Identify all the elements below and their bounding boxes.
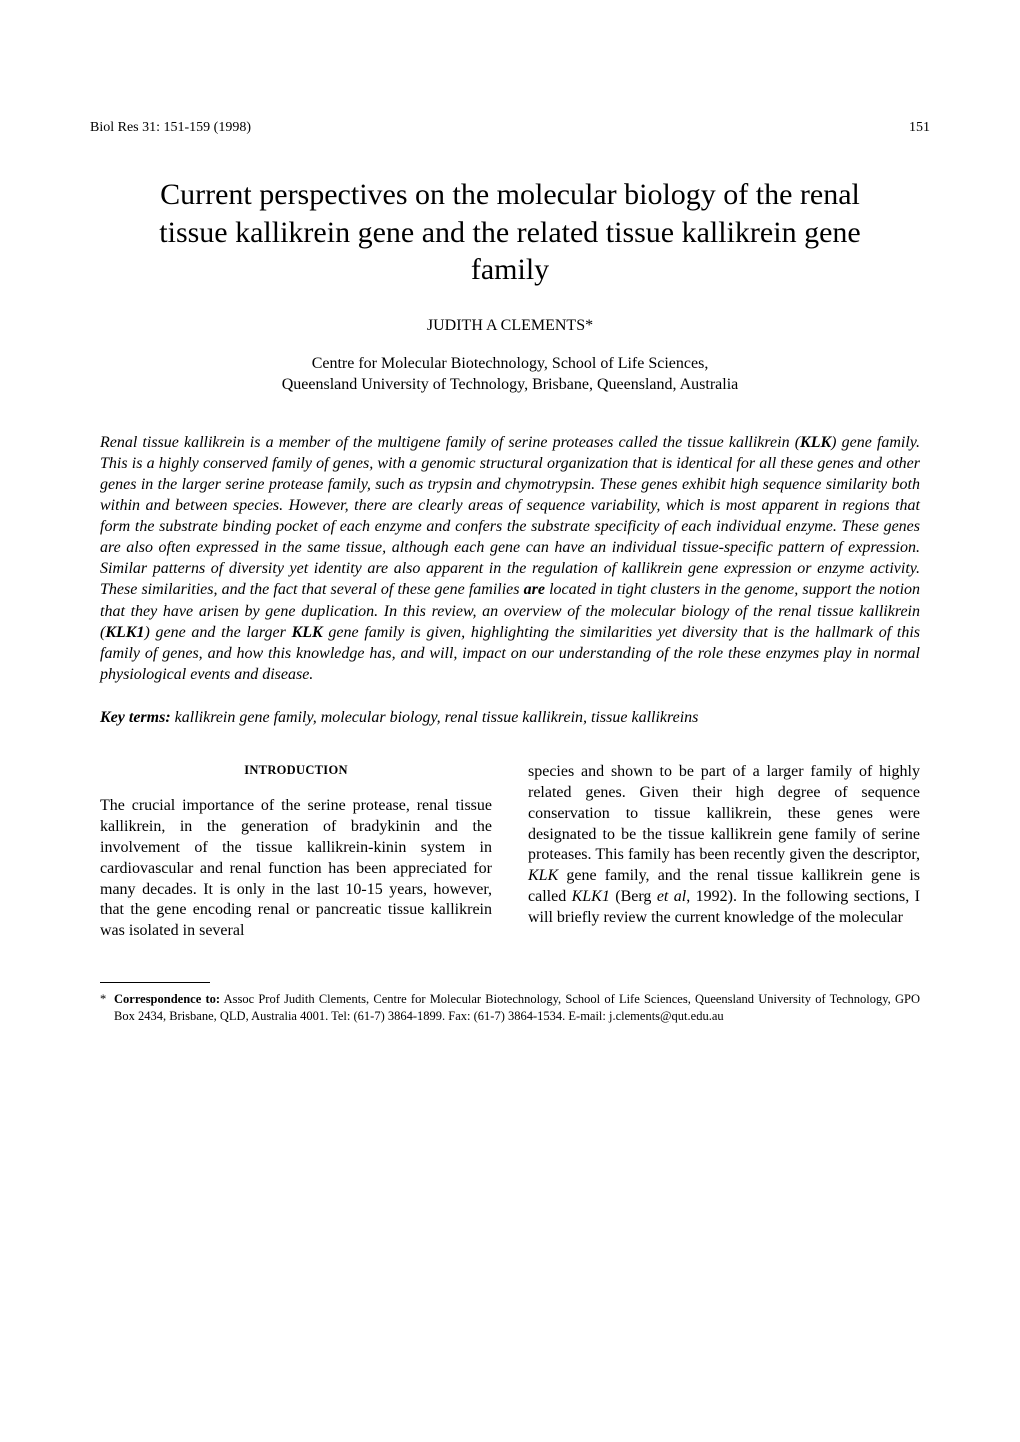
footnote-rule xyxy=(100,982,210,983)
gene-klk-body: KLK xyxy=(528,867,558,884)
gene-klk1: KLK1 xyxy=(105,624,144,641)
abstract-text-1: Renal tissue kallikrein is a member of t… xyxy=(100,434,800,451)
key-terms-text: kallikrein gene family, molecular biolog… xyxy=(171,709,699,726)
key-terms: Key terms: kallikrein gene family, molec… xyxy=(100,707,920,728)
affiliation-line-2: Queensland University of Technology, Bri… xyxy=(282,376,739,393)
body-text-right-cite: (Berg xyxy=(610,888,657,905)
footnote-marker: * xyxy=(100,991,114,1025)
affiliation: Centre for Molecular Biotechnology, Scho… xyxy=(90,353,930,396)
body-text-right-1: species and shown to be part of a larger… xyxy=(528,763,920,863)
body-columns: INTRODUCTION The crucial importance of t… xyxy=(100,762,920,942)
gene-klk-2: KLK xyxy=(292,624,323,641)
column-left: INTRODUCTION The crucial importance of t… xyxy=(100,762,492,942)
body-text-left: The crucial importance of the serine pro… xyxy=(100,797,492,939)
page: Biol Res 31: 151-159 (1998) 151 Current … xyxy=(0,0,1020,1442)
et-al: et al xyxy=(657,888,686,905)
footnote: * Correspondence to: Assoc Prof Judith C… xyxy=(100,991,920,1025)
footnote-body: Correspondence to: Assoc Prof Judith Cle… xyxy=(114,991,920,1025)
column-right: species and shown to be part of a larger… xyxy=(528,762,920,942)
running-header: Biol Res 31: 151-159 (1998) 151 xyxy=(90,120,930,136)
section-heading-introduction: INTRODUCTION xyxy=(100,762,492,778)
gene-klk1-body: KLK1 xyxy=(572,888,610,905)
emphasis-are: are xyxy=(524,581,545,598)
abstract-text-2: ) gene family. This is a highly conserve… xyxy=(100,434,920,599)
title-block: Current perspectives on the molecular bi… xyxy=(132,176,888,289)
abstract: Renal tissue kallikrein is a member of t… xyxy=(100,432,920,685)
author-name: JUDITH A CLEMENTS* xyxy=(90,317,930,335)
journal-citation: Biol Res 31: 151-159 (1998) xyxy=(90,120,251,136)
footnote-label: Correspondence to: xyxy=(114,992,220,1006)
affiliation-line-1: Centre for Molecular Biotechnology, Scho… xyxy=(312,355,709,372)
footnote-text: Assoc Prof Judith Clements, Centre for M… xyxy=(114,992,920,1023)
abstract-text-4: ) gene and the larger xyxy=(144,624,291,641)
key-terms-label: Key terms: xyxy=(100,709,171,726)
article-title: Current perspectives on the molecular bi… xyxy=(132,176,888,289)
page-number: 151 xyxy=(909,120,930,136)
gene-klk: KLK xyxy=(800,434,831,451)
